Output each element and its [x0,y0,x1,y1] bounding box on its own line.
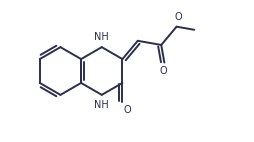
Text: O: O [123,105,131,115]
Text: NH: NH [94,100,109,110]
Text: O: O [174,12,182,22]
Text: NH: NH [94,32,109,42]
Text: O: O [159,66,167,76]
